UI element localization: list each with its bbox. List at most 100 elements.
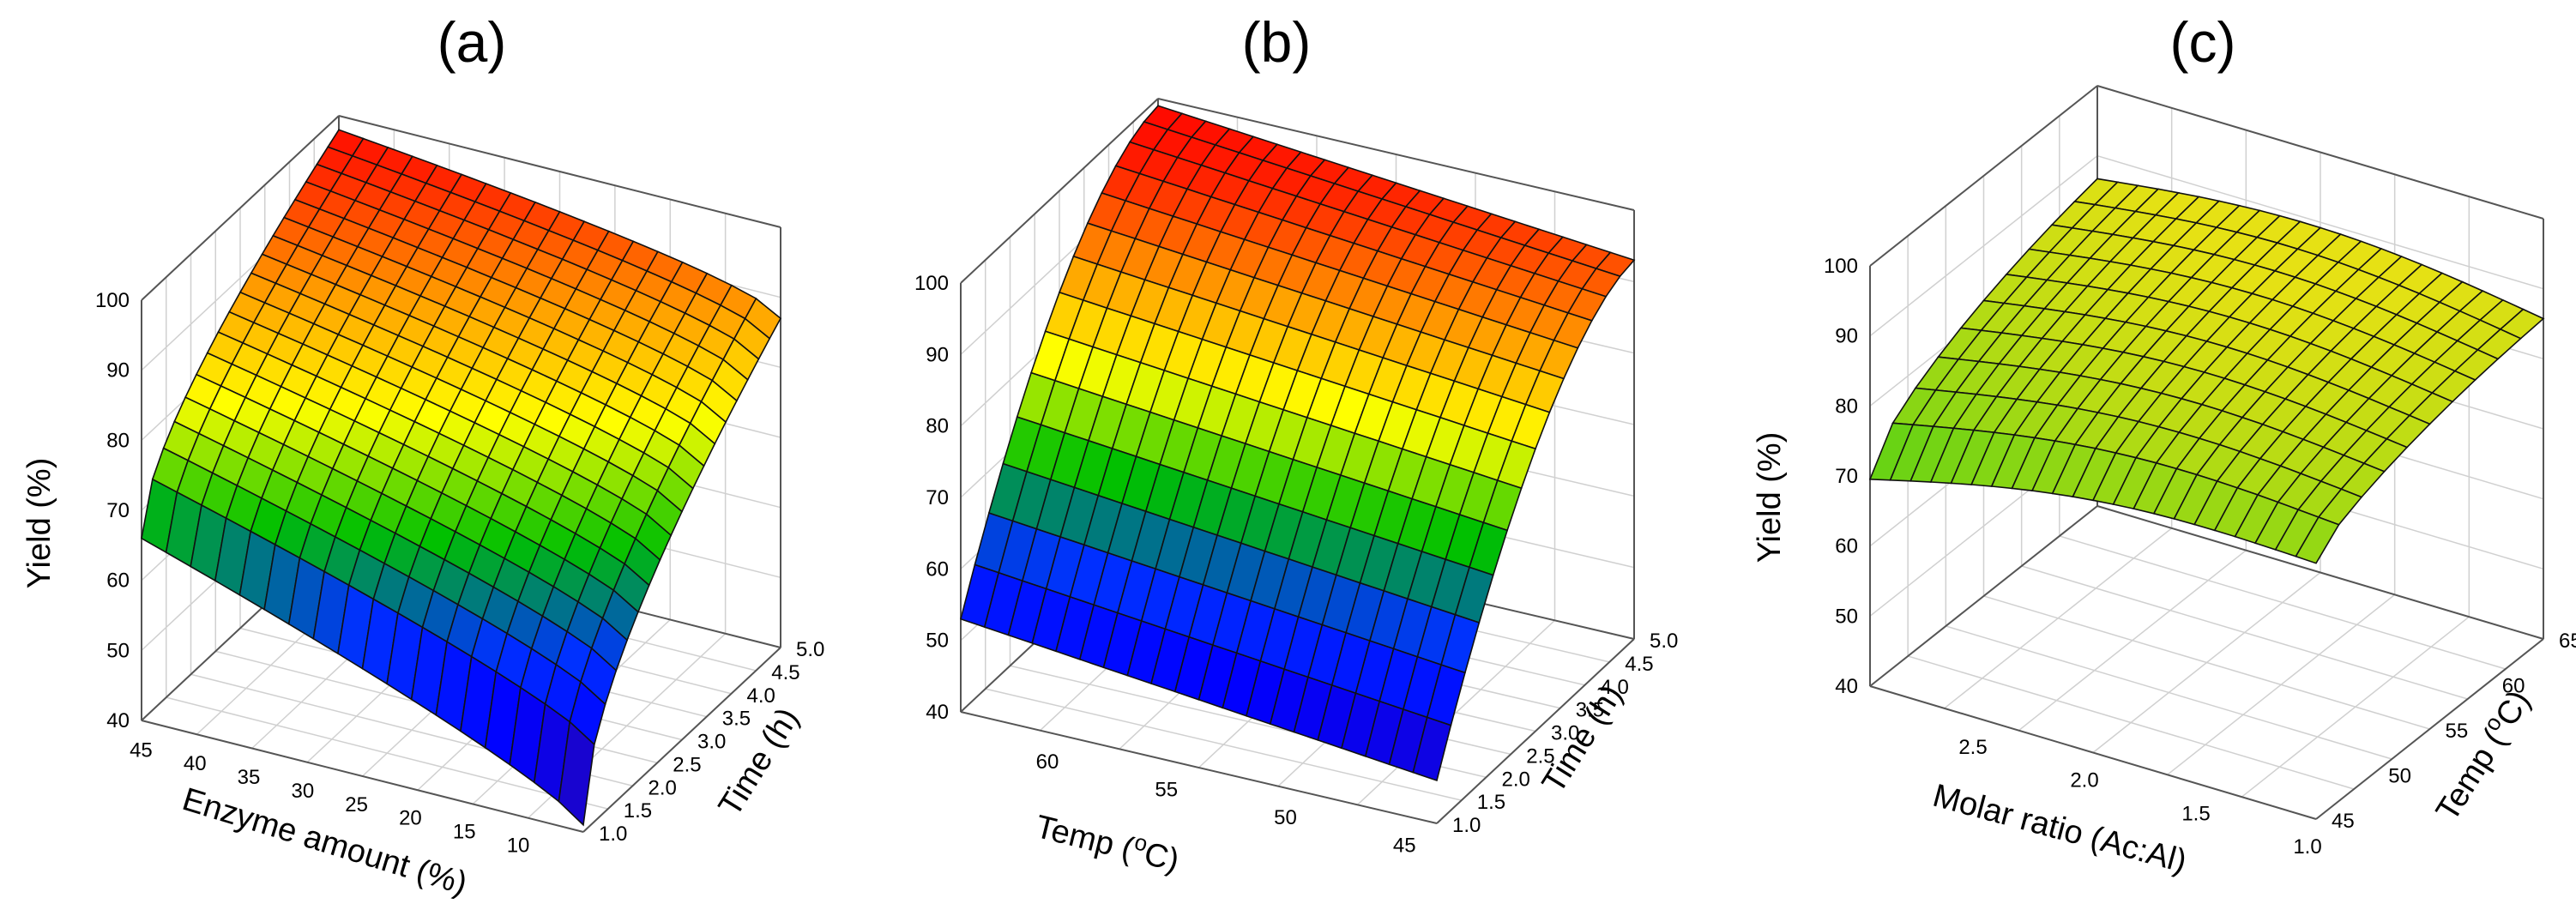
panel-label-b: (b)	[1242, 10, 1312, 74]
axis-frame-line	[338, 115, 781, 228]
tick-labels-b: 40 50 60 70 80 90 100 60 55 50 45 1.01.52.02.53.03.…	[914, 272, 1678, 858]
y-tick-label: 4.0	[1601, 676, 1629, 699]
x-tick-label: 25	[345, 793, 368, 817]
z-tick-label: 100	[914, 272, 949, 295]
y-tick-label: 2.0	[1502, 768, 1530, 791]
z-tick-label: 70	[1835, 465, 1858, 488]
axis-frame-line	[960, 711, 1438, 824]
x-tick-label: 30	[291, 780, 314, 803]
axis-frame-line	[960, 98, 1159, 284]
y-tick-label: 50	[2388, 765, 2411, 788]
y-tick-label: 5.0	[796, 638, 824, 661]
y-axis-label-c: Temp (oC)	[2426, 682, 2537, 828]
y-tick-label: 60	[2502, 675, 2525, 698]
axis-frame-line	[2096, 505, 2544, 640]
y-tick-label: 1.0	[599, 823, 627, 846]
y-tick-label: 2.0	[649, 776, 677, 799]
x-tick-label: 45	[130, 738, 153, 762]
z-tick-label: 90	[926, 343, 949, 366]
y-tick-label: 55	[2446, 720, 2469, 743]
z-tick-label: 70	[926, 486, 949, 509]
grid-line	[1869, 505, 2544, 687]
y-tick-label: 45	[2332, 810, 2355, 833]
y-tick-label: 2.5	[1526, 744, 1554, 768]
y-tick-label: 1.0	[1452, 814, 1481, 837]
y-tick-label: 3.0	[697, 731, 726, 754]
y-tick-label: 2.5	[673, 753, 701, 776]
x-axis-label-a: Enzyme amount (%)	[178, 781, 471, 902]
y-axis-label-b: Time (h)	[1535, 678, 1630, 799]
axis-frame-line	[141, 720, 584, 833]
x-tick-label: 2.0	[2070, 769, 2098, 792]
surface-cell	[2295, 516, 2340, 564]
y-tick-label: 5.0	[1650, 630, 1678, 653]
y-tick-label: 1.5	[624, 799, 652, 823]
x-tick-label: 40	[184, 752, 207, 775]
x-tick-label: 60	[1036, 750, 1059, 774]
x-tick-label: 45	[1393, 835, 1416, 858]
surface-cell	[1412, 716, 1452, 782]
y-tick-label: 65	[2559, 630, 2576, 653]
x-tick-label: 15	[453, 821, 476, 844]
x-axis-label-b-sup: o	[1132, 829, 1150, 857]
x-tick-label: 2.5	[1958, 736, 1987, 759]
axis-frame-line	[1157, 98, 1635, 211]
z-axis-label-a: Yield (%)	[21, 458, 57, 589]
z-tick-label: 80	[106, 429, 130, 452]
surface-mesh-a	[141, 129, 782, 827]
surface-cell	[558, 720, 595, 827]
z-tick-label: 90	[106, 359, 130, 383]
z-tick-label: 80	[1835, 395, 1858, 418]
y-tick-label: 4.0	[747, 684, 775, 708]
surface-mesh-c	[1868, 178, 2545, 564]
z-tick-label: 40	[1835, 675, 1858, 698]
y-tick-label: 4.5	[1625, 653, 1653, 676]
x-tick-label: 1.5	[2181, 802, 2210, 825]
axis-frame-line	[1869, 505, 2098, 687]
x-tick-label: 50	[1274, 806, 1297, 829]
z-tick-label: 100	[1824, 255, 1858, 278]
y-tick-label: 3.0	[1551, 722, 1579, 745]
x-tick-label: 35	[238, 766, 261, 789]
x-axis-label-b-text: Temp (	[1032, 809, 1137, 868]
z-tick-label: 70	[106, 499, 130, 522]
y-tick-label: 4.5	[771, 661, 799, 684]
z-tick-label: 40	[926, 701, 949, 724]
z-tick-label: 60	[106, 569, 130, 593]
x-axis-label-c: Molar ratio (Ac:Al)	[1929, 778, 2191, 880]
x-tick-label: 20	[399, 807, 422, 830]
surface-plot-b: 40 50 60 70 80 90 100 60 55 50 45 1.01.52.02.53.03.…	[914, 10, 1678, 879]
y-tick-label: 3.5	[722, 708, 751, 731]
z-tick-label: 60	[1835, 535, 1858, 558]
axis-frame-line	[582, 647, 781, 833]
z-axis-label-c: Yield (%)	[1752, 432, 1788, 563]
axis-frame-line	[2096, 85, 2544, 220]
z-tick-label: 50	[106, 639, 130, 662]
panel-label-c: (c)	[2170, 10, 2236, 74]
z-tick-label: 80	[926, 415, 949, 438]
axis-frame-line	[1869, 685, 2317, 820]
y-axis-label-c-text: Temp (	[2429, 724, 2513, 828]
axis-frame-line	[141, 115, 340, 301]
z-tick-label: 100	[95, 289, 130, 312]
x-tick-label: 10	[507, 834, 530, 857]
axis-frame-line	[2315, 638, 2544, 820]
y-tick-label: 1.5	[1477, 791, 1505, 814]
x-axis-label-b-end: C)	[1141, 836, 1183, 879]
axis-frame-line	[1869, 85, 2098, 267]
z-tick-label: 50	[1835, 605, 1858, 628]
z-tick-label: 40	[106, 709, 130, 732]
z-tick-label: 60	[926, 557, 949, 581]
surface-plot-c: 40 50 60 70 80 90 100 2.5 2.0 1.5 1.0 45 50 55 60 65 (c…	[1752, 10, 2576, 880]
panel-label-a: (a)	[437, 10, 507, 74]
x-axis-label-b: Temp (oC)	[1032, 804, 1184, 879]
y-tick-label: 3.5	[1576, 699, 1604, 722]
axis-frame-line	[1436, 638, 1635, 824]
x-tick-label: 55	[1155, 779, 1178, 802]
x-tick-label: 1.0	[2293, 835, 2321, 859]
z-tick-label: 90	[1835, 325, 1858, 348]
z-tick-label: 50	[926, 630, 949, 653]
surface-mesh-b	[960, 105, 1636, 782]
